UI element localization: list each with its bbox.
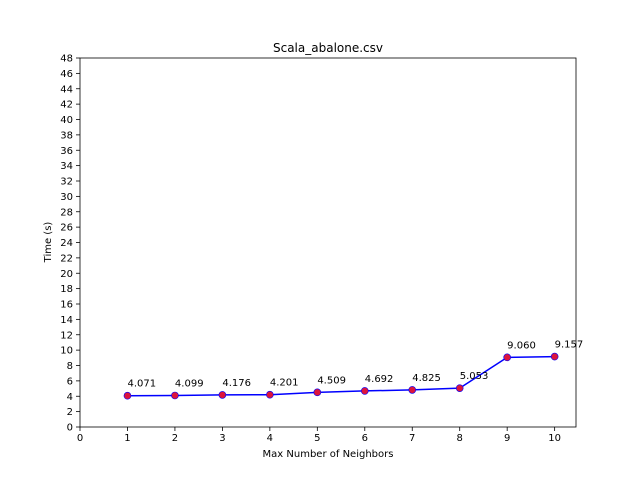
y-tick-label: 38 — [60, 130, 73, 141]
y-tick-label: 40 — [60, 115, 73, 126]
data-label: 5.053 — [460, 371, 489, 382]
y-tick-label: 10 — [60, 346, 73, 357]
data-point — [171, 391, 179, 400]
x-tick-label: 3 — [219, 433, 225, 444]
y-tick-label: 28 — [60, 207, 73, 218]
data-point — [503, 353, 511, 362]
data-point — [266, 390, 274, 399]
x-tick-label: 0 — [77, 433, 83, 444]
y-tick-label: 48 — [60, 54, 73, 65]
y-tick-label: 46 — [60, 69, 73, 80]
x-tick-label: 6 — [362, 433, 368, 444]
data-series — [123, 352, 559, 400]
series-line — [127, 355, 555, 397]
data-label: 4.176 — [222, 378, 251, 389]
data-label: 4.509 — [317, 375, 346, 386]
data-point — [550, 352, 559, 361]
y-tick-label: 12 — [60, 330, 73, 341]
y-tick-label: 22 — [60, 253, 73, 264]
data-point — [455, 384, 464, 392]
data-point — [360, 387, 369, 395]
y-tick-label: 16 — [60, 300, 73, 311]
x-tick-label: 2 — [172, 433, 178, 444]
y-tick-label: 4 — [67, 392, 73, 403]
data-point — [408, 386, 417, 394]
y-tick-label: 30 — [60, 192, 73, 203]
data-label: 4.825 — [412, 373, 441, 384]
y-tick-label: 0 — [67, 423, 73, 434]
y-tick-label: 36 — [60, 146, 73, 157]
data-label: 9.060 — [507, 340, 536, 351]
data-label: 4.201 — [270, 378, 299, 389]
data-label: 9.157 — [555, 340, 584, 351]
y-tick-label: 6 — [67, 376, 73, 387]
y-tick-label: 34 — [60, 161, 73, 172]
x-tick-label: 8 — [457, 433, 463, 444]
data-point — [123, 391, 132, 400]
x-tick-label: 9 — [504, 433, 510, 444]
data-label: 4.071 — [127, 379, 156, 390]
y-tick-label: 18 — [60, 284, 73, 295]
chart-title: Scala_abalone.csv — [273, 41, 383, 55]
axes: 0 1 2 3 4 5 6 7 8 9 100246810121416182022242628303… — [60, 54, 561, 445]
data-point — [218, 391, 227, 399]
data-labels: 4.071 4.099 4.176 4.201 4.509 4.692 4.825 5.053… — [127, 340, 583, 390]
x-tick-label: 4 — [267, 433, 273, 444]
x-tick-label: 1 — [124, 433, 130, 444]
y-tick-label: 8 — [67, 361, 73, 372]
x-tick-label: 5 — [314, 433, 320, 444]
x-tick-label: 7 — [409, 433, 415, 444]
y-tick-label: 2 — [67, 407, 73, 418]
data-point — [313, 388, 322, 397]
data-label: 4.692 — [365, 374, 394, 385]
x-axis-label: Max Number of Neighbors — [263, 449, 394, 460]
y-tick-label: 24 — [60, 238, 73, 249]
y-tick-label: 20 — [60, 269, 73, 280]
y-tick-label: 42 — [60, 100, 73, 111]
y-tick-label: 26 — [60, 223, 73, 234]
y-tick-label: 32 — [60, 177, 73, 188]
y-tick-label: 44 — [60, 84, 73, 95]
data-label: 4.099 — [175, 378, 204, 389]
x-tick-label: 10 — [548, 433, 561, 444]
y-axis-label: Time (s) — [43, 222, 54, 264]
y-tick-label: 14 — [60, 315, 73, 326]
